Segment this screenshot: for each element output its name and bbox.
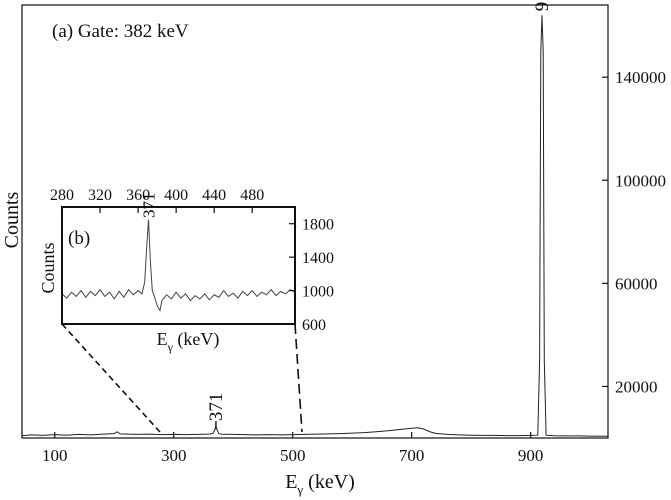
inset-spectrum-line xyxy=(61,219,296,313)
main-panel-label: (a) Gate: 382 keV xyxy=(52,21,189,42)
inset-panel: 280 320 360 400 440 480 600 1000 1400 1800 371 (… xyxy=(38,187,334,354)
inset-y-tick-label: 1800 xyxy=(302,217,334,234)
main-x-tick-label: 100 xyxy=(42,446,68,465)
main-x-axis-label: Eγ (keV) xyxy=(285,471,355,497)
main-spectrum-line xyxy=(21,15,609,437)
inset-x-tick-label: 320 xyxy=(88,187,112,204)
zoom-connector-left xyxy=(61,323,161,433)
inset-peak-label: 371 xyxy=(140,193,159,219)
inset-x-tick-label: 360 xyxy=(126,187,150,204)
inset-y-tick-label: 1000 xyxy=(302,284,334,301)
main-peak-labels: 919 371 xyxy=(206,0,553,430)
main-x-tick-label: 300 xyxy=(161,446,187,465)
main-peak-label: 919 xyxy=(532,0,553,11)
inset-y-axis-ticks: 600 1000 1400 1800 xyxy=(289,217,334,334)
main-y-tick-label: 60000 xyxy=(615,274,658,293)
inset-background xyxy=(62,207,295,324)
inset-x-tick-label: 440 xyxy=(202,187,226,204)
inset-y-axis-label: Counts xyxy=(38,242,58,293)
inset-peak-labels: 371 xyxy=(140,193,159,219)
inset-x-tick-label: 280 xyxy=(50,187,74,204)
main-y-tick-label: 140000 xyxy=(615,68,666,87)
inset-x-tick-label: 480 xyxy=(240,187,264,204)
main-y-axis-label: Counts xyxy=(1,191,23,248)
inset-y-tick-label: 1400 xyxy=(302,250,334,267)
main-plot-frame xyxy=(21,4,609,439)
inset-panel-label: (b) xyxy=(68,228,90,249)
inset-x-axis-ticks: 280 320 360 400 440 480 xyxy=(50,187,264,213)
inset-x-axis-label: Eγ (keV) xyxy=(157,329,220,354)
zoom-connector-right xyxy=(294,323,303,433)
main-x-tick-label: 900 xyxy=(518,446,544,465)
main-peak-label: 371 xyxy=(206,393,227,422)
inset-x-tick-label: 400 xyxy=(164,187,188,204)
main-x-tick-label: 500 xyxy=(280,446,306,465)
main-x-tick-label: 700 xyxy=(399,446,425,465)
zoom-connector-lines xyxy=(61,323,303,433)
main-y-tick-label: 100000 xyxy=(615,171,666,190)
inset-y-tick-label: 600 xyxy=(302,317,326,334)
main-y-tick-label: 20000 xyxy=(615,377,658,396)
main-y-axis-ticks: 20000 60000 100000 140000 xyxy=(602,68,666,396)
main-x-axis-ticks: 100 300 500 700 900 xyxy=(42,432,543,465)
inset-plot-frame xyxy=(61,206,296,325)
